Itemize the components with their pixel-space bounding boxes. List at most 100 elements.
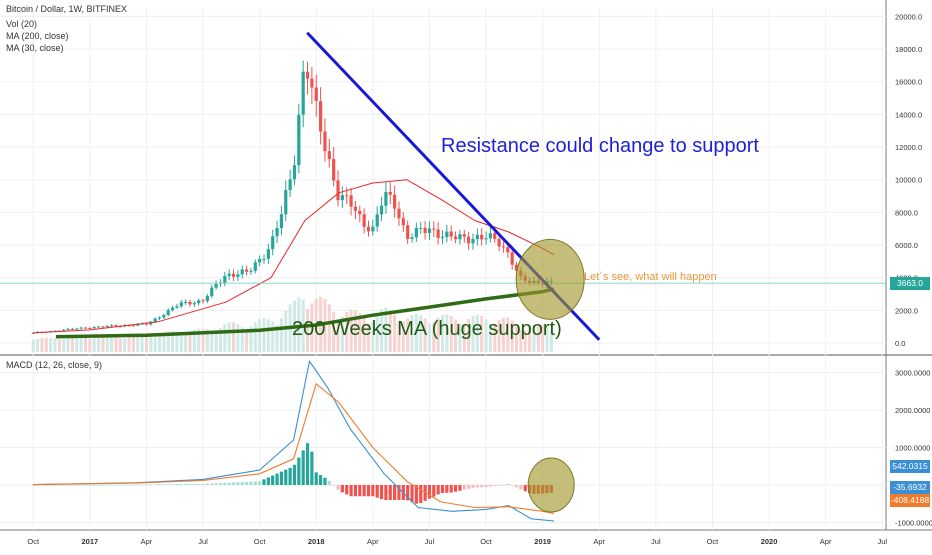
macd-histogram-bar bbox=[336, 485, 340, 490]
macd-histogram-bar bbox=[384, 485, 388, 500]
volume-bar bbox=[528, 327, 532, 352]
macd-histogram-bar bbox=[75, 484, 79, 486]
volume-bar bbox=[375, 314, 379, 352]
candle-body bbox=[96, 326, 101, 328]
macd-histogram-bar bbox=[218, 483, 223, 485]
x-tick-label: Apr bbox=[141, 537, 153, 546]
candle-body bbox=[201, 300, 205, 302]
macd-histogram-bar bbox=[414, 485, 418, 504]
macd-histogram-bar bbox=[40, 484, 44, 486]
macd-tick-label: -1000.0000 bbox=[895, 519, 932, 528]
macd-tick-label: 2000.0000 bbox=[895, 406, 930, 415]
x-tick-label: Jul bbox=[425, 537, 435, 546]
x-tick-label: Oct bbox=[27, 537, 40, 546]
legend-ma30[interactable]: MA (30, close) bbox=[6, 43, 64, 53]
volume-bar bbox=[358, 313, 362, 352]
candle-body bbox=[83, 327, 88, 329]
y-tick-label: 18000.0 bbox=[895, 45, 922, 54]
macd-histogram-bar bbox=[449, 485, 453, 493]
current-price-badge: 3663.0 bbox=[890, 277, 930, 290]
candle-body bbox=[488, 233, 492, 239]
y-tick-label: 6000.0 bbox=[895, 241, 918, 250]
macd-histogram-bar bbox=[488, 485, 492, 487]
volume-bar bbox=[75, 336, 79, 352]
candle-body bbox=[231, 273, 236, 277]
annotation-resistance[interactable]: Resistance could change to support bbox=[441, 135, 759, 157]
annotation-lets-see[interactable]: Let´s see, what will happen bbox=[584, 271, 717, 283]
candle-body bbox=[92, 327, 96, 329]
candle-body bbox=[375, 214, 379, 227]
volume-bar bbox=[423, 318, 427, 352]
volume-bar bbox=[114, 336, 118, 352]
macd-histogram-bar bbox=[114, 484, 118, 486]
y-tick-label: 2000.0 bbox=[895, 306, 918, 315]
candle-body bbox=[223, 276, 227, 283]
volume-bar bbox=[410, 315, 414, 352]
macd-histogram-bar bbox=[497, 485, 501, 486]
x-tick-label: Oct bbox=[480, 537, 493, 546]
volume-bar bbox=[136, 335, 140, 352]
volume-bar bbox=[66, 338, 70, 352]
x-tick-label: 2018 bbox=[308, 537, 325, 546]
macd-histogram-bar bbox=[275, 473, 279, 485]
macd-histogram-bar bbox=[214, 483, 218, 485]
volume-bar bbox=[223, 324, 227, 352]
macd-histogram-bar bbox=[105, 484, 109, 486]
volume-bar bbox=[366, 323, 370, 352]
macd-histogram-bar bbox=[153, 484, 157, 486]
candle-body bbox=[336, 180, 340, 201]
x-tick-label: Jul bbox=[198, 537, 208, 546]
legend-ma200[interactable]: MA (200, close) bbox=[6, 31, 69, 41]
y-tick-label: 20000.0 bbox=[895, 12, 922, 21]
legend-vol[interactable]: Vol (20) bbox=[6, 19, 38, 29]
volume-bar bbox=[79, 336, 83, 352]
candle-body bbox=[240, 269, 244, 275]
macd-histogram-bar bbox=[170, 484, 175, 486]
candle-body bbox=[397, 208, 401, 219]
candle-body bbox=[362, 214, 366, 227]
volume-bar bbox=[380, 309, 384, 352]
volume-bar bbox=[384, 307, 388, 352]
volume-bar bbox=[218, 327, 222, 352]
candle-body bbox=[414, 227, 418, 238]
macd-histogram-bar bbox=[140, 484, 144, 486]
candle-body bbox=[371, 226, 375, 232]
volume-bar bbox=[336, 320, 340, 352]
candle-body bbox=[236, 274, 240, 277]
candle-body bbox=[266, 249, 270, 259]
macd-histogram-bar bbox=[379, 485, 384, 500]
legend-macd[interactable]: MACD (12, 26, close, 9) bbox=[6, 360, 103, 370]
macd-histogram-bar bbox=[375, 485, 379, 498]
volume-bar bbox=[227, 322, 231, 352]
x-tick-label: Jul bbox=[877, 537, 887, 546]
macd-histogram-bar bbox=[118, 484, 122, 486]
volume-bar bbox=[445, 314, 449, 352]
volume-bar bbox=[192, 329, 196, 352]
macd-tick-label: 1000.0000 bbox=[895, 444, 930, 453]
legend-title: Bitcoin / Dollar, 1W, BITFINEX bbox=[6, 4, 128, 14]
macd-histogram-bar bbox=[445, 485, 449, 493]
annotation-ma-support[interactable]: 200 Weeks MA (huge support) bbox=[292, 318, 562, 340]
candle-body bbox=[388, 191, 392, 195]
macd-histogram-bar bbox=[110, 484, 114, 486]
volume-bar bbox=[449, 316, 453, 352]
macd-histogram-bar bbox=[227, 482, 231, 485]
macd-histogram-bar bbox=[44, 484, 48, 486]
candle-body bbox=[188, 301, 192, 305]
macd-histogram-bar bbox=[406, 485, 410, 501]
macd-histogram-bar bbox=[471, 485, 475, 488]
macd-histogram-bar bbox=[371, 485, 375, 497]
macd-histogram-bar bbox=[136, 484, 140, 486]
volume-bar bbox=[475, 314, 479, 352]
x-tick-label: Oct bbox=[707, 537, 720, 546]
macd-histogram-bar bbox=[101, 484, 105, 486]
volume-bar bbox=[306, 308, 310, 352]
volume-bar bbox=[271, 321, 275, 352]
volume-bar bbox=[323, 298, 327, 352]
macd-histogram-bar bbox=[70, 484, 75, 486]
macd-line-badge: -35.6932 bbox=[890, 481, 930, 494]
macd-histogram-bar bbox=[440, 485, 445, 494]
macd-histogram-bar bbox=[318, 475, 323, 485]
